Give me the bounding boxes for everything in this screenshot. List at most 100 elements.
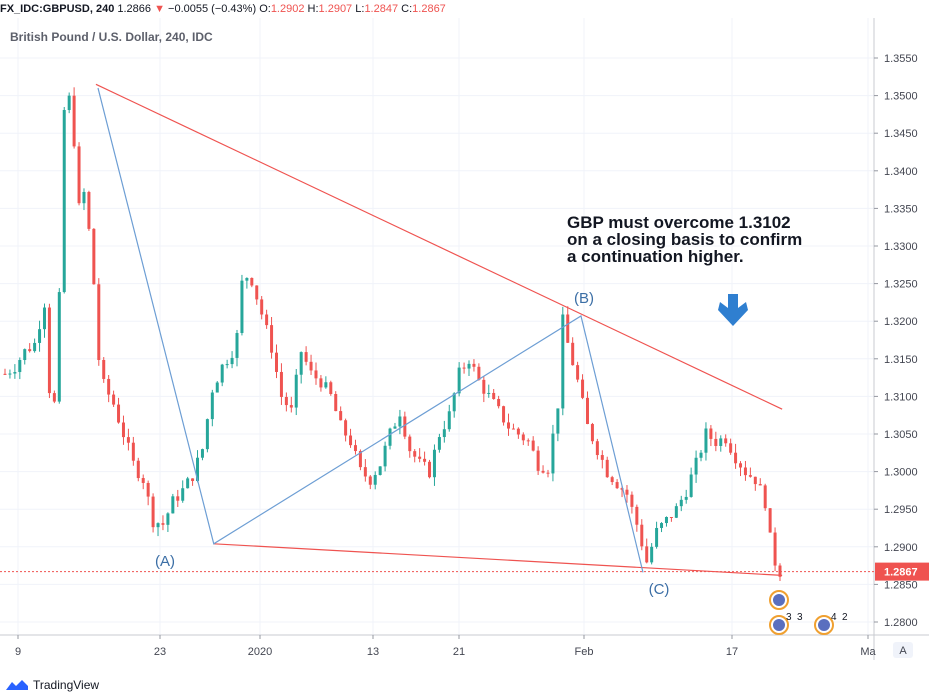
candle-body [161, 523, 165, 525]
candle-body [556, 408, 560, 434]
price-tick-label: 1.3350 [884, 203, 918, 215]
candle-body [38, 329, 42, 343]
candle-body [186, 478, 190, 489]
candle-body [131, 442, 135, 461]
brand-name: TradingView [33, 678, 100, 692]
candle-body [57, 292, 61, 402]
price-tick-label: 1.3500 [884, 91, 918, 103]
candle-body [507, 422, 511, 429]
time-tick-label: 17 [726, 646, 738, 658]
candle-body [97, 284, 101, 360]
candle-body [136, 460, 140, 479]
candle-body [314, 370, 318, 379]
time-tick-label: 13 [367, 646, 379, 658]
candle-body [669, 516, 673, 518]
candle-body [67, 95, 71, 111]
wave-point-label: (B) [574, 290, 594, 307]
abc-wave-line[interactable] [97, 87, 644, 573]
price-chart[interactable]: British Pound / U.S. Dollar, 240, IDC 1.… [0, 0, 929, 674]
auto-scale-label: A [899, 645, 907, 657]
candle-body [709, 428, 713, 439]
time-axis[interactable]: 9 23 2020 13 21 Feb 17 Ma [15, 635, 877, 658]
candle-body [497, 398, 501, 407]
candle-body [576, 365, 580, 380]
candle-body [8, 373, 12, 375]
candle-body [215, 382, 219, 393]
candle-body [472, 363, 476, 367]
candle-body [171, 496, 175, 514]
candle-body [205, 419, 209, 450]
upper-trendline[interactable] [95, 83, 783, 410]
candle-body [245, 277, 249, 281]
candle-body [52, 393, 56, 402]
candle-body [225, 364, 229, 366]
time-tick-label: Ma [860, 646, 876, 658]
candle-body [689, 474, 693, 497]
price-tick-label: 1.2900 [884, 542, 918, 554]
candle-body [462, 367, 466, 369]
candle-body [432, 449, 436, 478]
high-value: 1.2907 [318, 3, 353, 15]
down-triangle-icon: ▼ [154, 3, 165, 15]
candle-body [28, 349, 32, 352]
candle-body [87, 191, 91, 229]
candle-body [452, 393, 456, 412]
price-tick-label: 1.3450 [884, 128, 918, 140]
candle-body [107, 378, 111, 395]
symbol-name[interactable]: FX_IDC:GBPUSD, 240 [0, 3, 115, 15]
price-tick-label: 1.2800 [884, 617, 918, 629]
candle-body [77, 146, 81, 204]
candle-body [403, 416, 407, 437]
plot-area[interactable] [0, 18, 874, 635]
candle-body [358, 451, 362, 468]
candle-body [92, 228, 96, 285]
candle-body [536, 450, 540, 471]
price-tick-label: 1.3200 [884, 316, 918, 328]
candle-body [82, 191, 86, 204]
candle-body [196, 457, 200, 482]
candle-body [304, 352, 308, 362]
candle-body [551, 433, 555, 474]
candle-body [230, 357, 234, 365]
low-label: L: [355, 3, 365, 15]
price-axis[interactable]: 1.3550 1.3500 1.3450 1.3400 1.3350 1.3300 1.32… [874, 53, 918, 629]
time-tick-label: 9 [15, 646, 21, 658]
candle-body [398, 416, 402, 427]
candle-body [393, 426, 397, 429]
candle-body [467, 363, 471, 369]
candle-body [353, 445, 357, 452]
auto-scale-button[interactable] [893, 642, 913, 658]
time-tick-label: 21 [453, 646, 465, 658]
candle-body [383, 445, 387, 467]
candle-body [561, 314, 565, 409]
candle-body [166, 513, 170, 525]
candle-body [635, 506, 639, 525]
candle-body [284, 396, 288, 406]
candle-body [620, 488, 624, 490]
tradingview-logo-icon [6, 680, 28, 690]
candle-body [521, 434, 525, 441]
candle-body [630, 494, 634, 507]
candle-body [748, 475, 752, 477]
candle-body [581, 379, 585, 398]
candle-body [42, 307, 46, 330]
candle-body [684, 496, 688, 500]
candle-body [437, 437, 441, 450]
candle-body [368, 476, 372, 485]
candle-body [526, 440, 530, 442]
candle-body [329, 382, 333, 395]
lower-trendline[interactable] [213, 543, 783, 576]
candle-body [235, 333, 239, 358]
event-count: 2 [842, 612, 848, 623]
symbol-header: FX_IDC:GBPUSD, 240 1.2866 ▼ −0.0055 (−0.… [0, 0, 929, 18]
candle-body [260, 299, 264, 315]
candle-body [413, 451, 417, 457]
candle-body [660, 523, 664, 528]
candle-body [694, 457, 698, 475]
candle-body [477, 366, 481, 380]
candle-body [531, 440, 535, 451]
down-arrow-icon [718, 294, 748, 326]
candle-body [418, 456, 422, 459]
candle-body [704, 428, 708, 453]
